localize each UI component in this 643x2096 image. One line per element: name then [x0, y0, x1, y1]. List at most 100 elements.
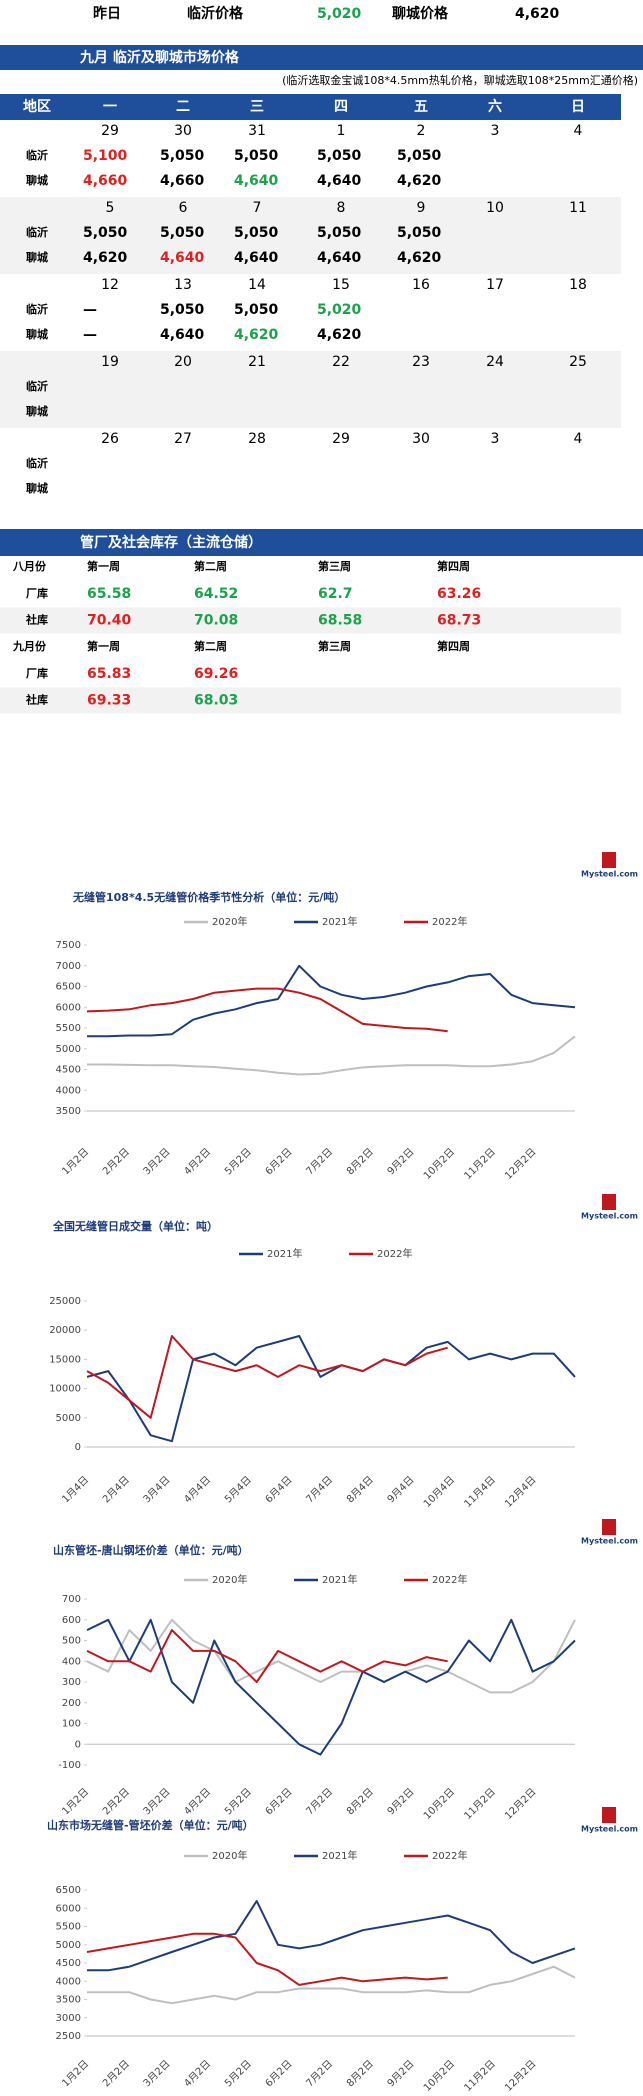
- calendar-date: 18: [569, 277, 587, 293]
- chart-title: 无缝管108*4.5无缝管价格季节性分析（单位：元/吨）: [72, 890, 345, 904]
- y-tick-label: 6500: [56, 982, 81, 993]
- price: —: [83, 327, 97, 343]
- legend-label: 2022年: [377, 1247, 412, 1260]
- price: 4,660: [160, 173, 205, 189]
- x-tick-label: 9月2日: [385, 1146, 417, 1178]
- x-tick-label: 6月2日: [263, 1146, 295, 1178]
- legend-label: 2021年: [322, 1849, 357, 1862]
- x-tick-label: 8月4日: [344, 1474, 376, 1506]
- chart-title: 山东管坯-唐山钢坯价差（单位：元/吨）: [53, 1543, 249, 1557]
- calendar-date: 4: [574, 123, 583, 139]
- y-tick-label: 5500: [56, 1922, 81, 1933]
- x-tick-label: 3月2日: [141, 1786, 173, 1818]
- y-tick-label: 5500: [56, 1023, 81, 1034]
- legend-label: 2020年: [212, 1573, 247, 1586]
- week-band: [0, 197, 621, 274]
- logo: Mysteel.com: [581, 1537, 638, 1546]
- calendar-date: 7: [253, 200, 262, 216]
- x-tick-label: 12月4日: [502, 1474, 538, 1510]
- calendar-header: 六: [488, 98, 502, 115]
- calendar-date: 25: [569, 354, 587, 370]
- section-label: 八月份: [12, 559, 47, 573]
- week-label: 第三周: [318, 639, 351, 653]
- price: 5,050: [234, 225, 279, 241]
- price: 4,620: [234, 327, 279, 343]
- series-line: [86, 1335, 448, 1419]
- row-label: 社库: [25, 693, 48, 707]
- price: 5,050: [160, 225, 205, 241]
- y-tick-label: 0: [75, 1442, 81, 1453]
- row-label: 聊城: [26, 250, 48, 264]
- x-tick-label: 9月2日: [385, 2058, 417, 2090]
- top-linyi-price: 5,020: [317, 6, 362, 22]
- price: 4,620: [83, 250, 128, 266]
- x-tick-label: 1月4日: [60, 1474, 92, 1506]
- x-tick-label: 5月2日: [222, 1146, 254, 1178]
- calendar-date: 11: [569, 200, 587, 216]
- calendar-date: 20: [174, 354, 192, 370]
- stock-value: 63.26: [437, 586, 481, 602]
- calendar-date: 17: [486, 277, 504, 293]
- x-tick-label: 2月2日: [100, 1786, 132, 1818]
- calendar-date: 29: [101, 123, 119, 139]
- legend-label: 2021年: [322, 1573, 357, 1586]
- calendar-date: 29: [332, 431, 350, 447]
- series-line: [86, 1629, 448, 1683]
- x-tick-label: 5月2日: [222, 2058, 254, 2090]
- x-tick-label: 4月2日: [182, 2058, 214, 2090]
- x-tick-label: 11月4日: [462, 1474, 498, 1510]
- x-tick-label: 6月4日: [263, 1474, 295, 1506]
- calendar-date: 4: [574, 431, 583, 447]
- row-label: 厂库: [26, 586, 48, 600]
- week-label: 第一周: [87, 639, 120, 653]
- calendar-header: 四: [334, 99, 348, 115]
- calendar-date: 13: [174, 277, 192, 293]
- price: 5,050: [397, 225, 442, 241]
- series-line: [87, 1965, 576, 2005]
- legend-label: 2022年: [432, 915, 467, 928]
- y-tick-label: 4000: [56, 1085, 81, 1096]
- y-tick-label: 0: [75, 1739, 81, 1750]
- price: 5,050: [234, 302, 279, 318]
- calendar-date: 14: [248, 277, 266, 293]
- calendar-header: 地区: [23, 98, 51, 115]
- calendar-date: 27: [174, 431, 192, 447]
- price: 5,050: [317, 148, 362, 164]
- calendar-date: 22: [332, 354, 350, 370]
- y-tick-label: 7500: [56, 940, 81, 951]
- y-tick-label: 7000: [56, 961, 81, 972]
- inventory-title-bar: [0, 529, 643, 556]
- x-tick-label: 4月2日: [182, 1146, 214, 1178]
- y-tick-label: 3000: [56, 2013, 81, 2024]
- x-tick-label: 12月2日: [502, 1146, 538, 1182]
- stock-value: 65.58: [87, 586, 131, 602]
- price: 4,640: [160, 250, 205, 266]
- inventory-title: 管厂及社会库存（主流仓储）: [80, 534, 262, 551]
- row-label: 临沂: [26, 379, 48, 393]
- x-tick-label: 6月2日: [263, 1786, 295, 1818]
- x-tick-label: 3月2日: [141, 2058, 173, 2090]
- calendar-date: 6: [179, 200, 188, 216]
- calendar-date: 3: [491, 123, 500, 139]
- series-line: [86, 1618, 576, 1756]
- series-line: [86, 1932, 448, 1986]
- stock-value: 70.08: [194, 613, 238, 629]
- x-tick-label: 7月4日: [304, 1474, 336, 1506]
- calendar-date: 3: [491, 431, 500, 447]
- week-label: 第四周: [437, 559, 470, 573]
- calendar-header: 二: [176, 99, 190, 115]
- stock-value: 68.73: [437, 613, 481, 629]
- logo: Mysteel.com: [581, 1212, 638, 1221]
- logo: Mysteel.com: [581, 870, 638, 879]
- series-line: [86, 1335, 576, 1443]
- x-tick-label: 10月4日: [421, 1474, 457, 1510]
- y-tick-label: 700: [62, 1594, 81, 1605]
- calendar-date: 26: [101, 431, 119, 447]
- top-label: 昨日: [93, 5, 121, 22]
- top-liaocheng-label: 聊城价格: [392, 5, 449, 22]
- series-line: [86, 987, 448, 1033]
- calendar-title-bar: [0, 45, 643, 70]
- x-tick-label: 5月2日: [222, 1786, 254, 1818]
- y-tick-label: 600: [62, 1615, 81, 1626]
